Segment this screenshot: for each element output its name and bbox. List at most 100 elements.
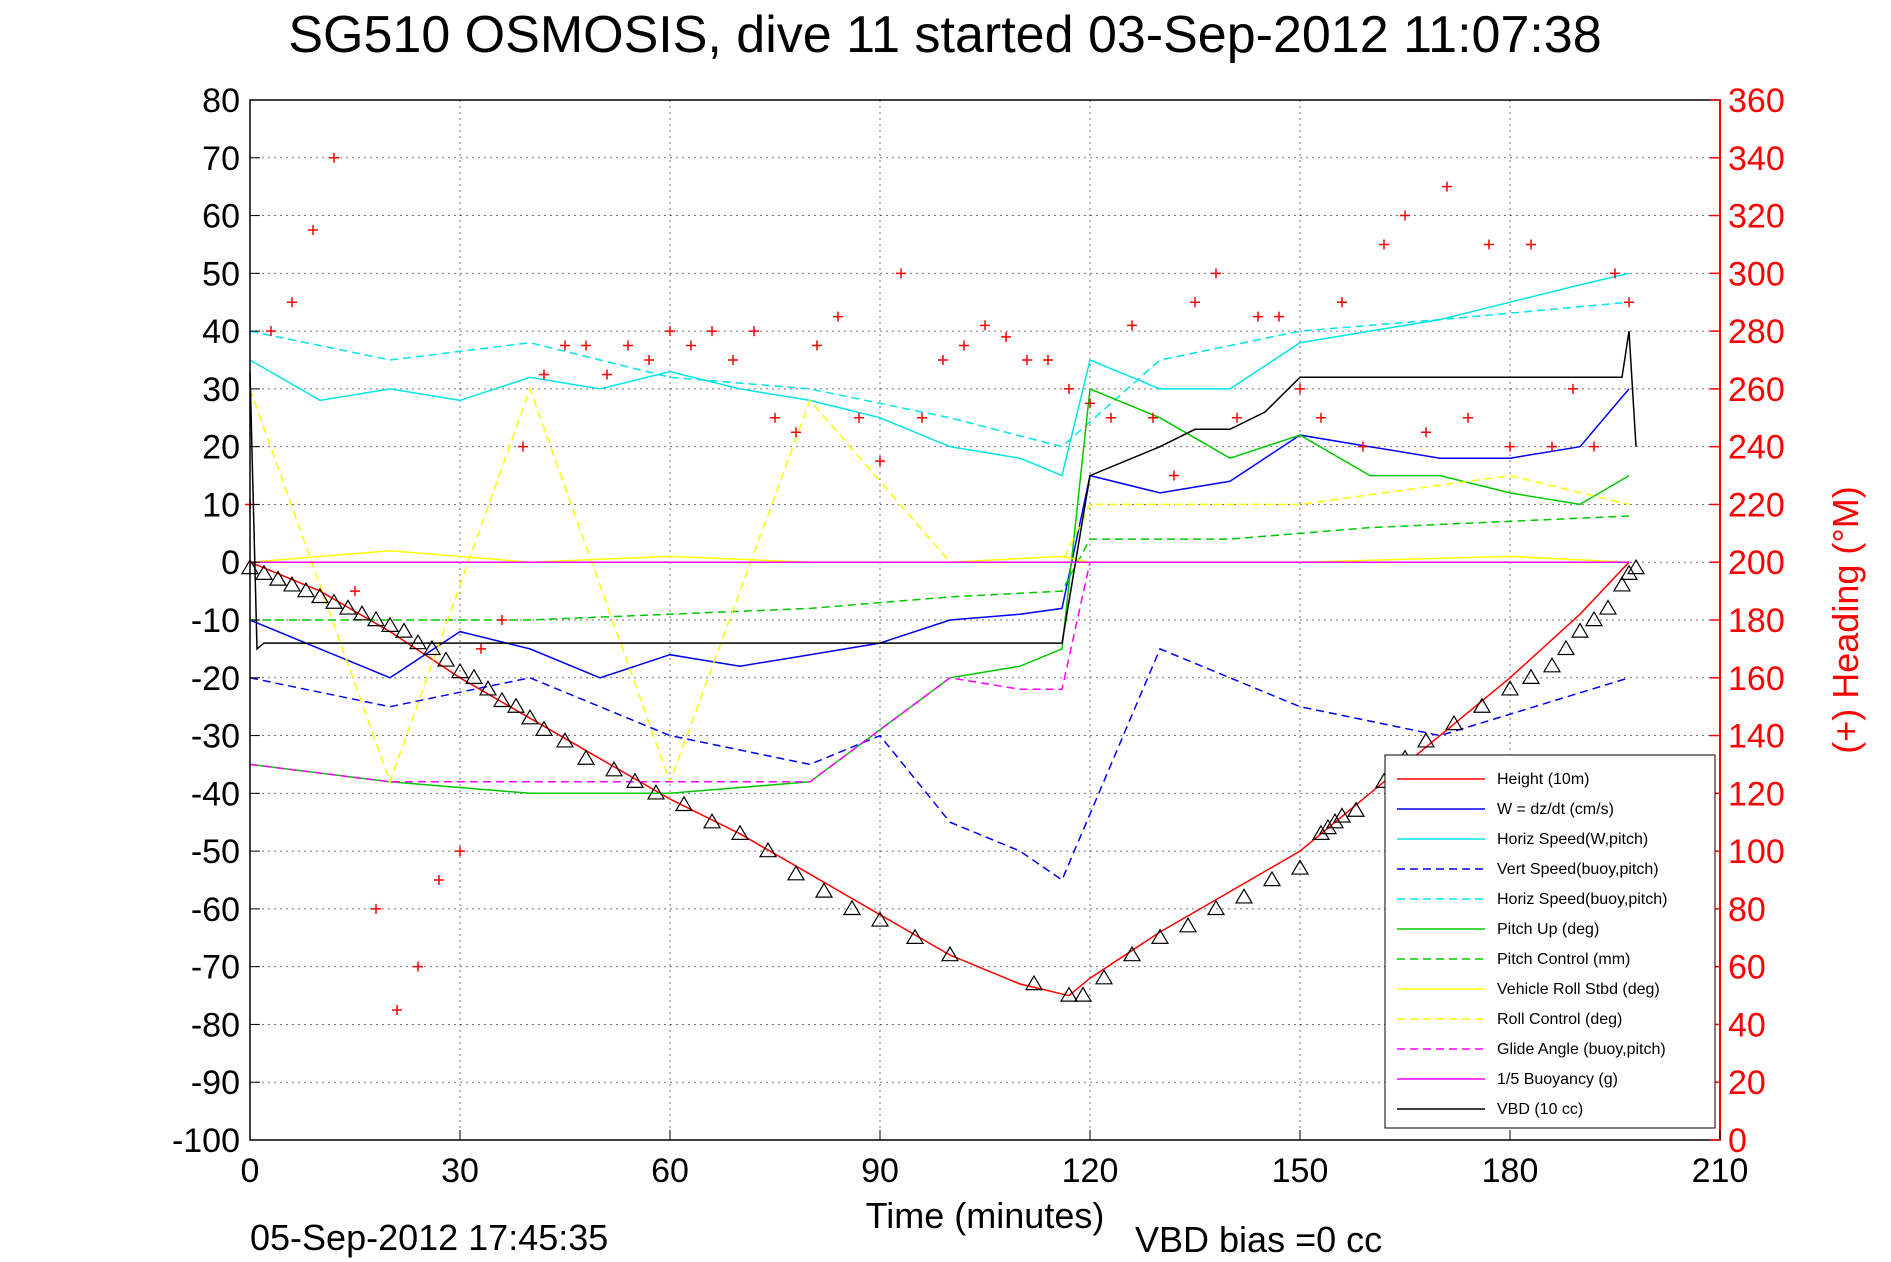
depth-marker xyxy=(1584,610,1604,627)
y-tick-label: -60 xyxy=(191,891,240,929)
heading-marker xyxy=(1337,297,1347,308)
depth-marker xyxy=(1500,680,1520,696)
right-tick-label: 0 xyxy=(1728,1122,1747,1160)
right-tick-label: 140 xyxy=(1728,718,1785,756)
heading-marker xyxy=(1169,470,1179,481)
legend-entry: Pitch Control (mm) xyxy=(1497,951,1630,968)
heading-marker xyxy=(560,340,570,351)
right-tick-label: 180 xyxy=(1728,602,1785,640)
heading-marker xyxy=(875,456,885,467)
y-tick-label: 0 xyxy=(221,544,240,582)
depth-marker xyxy=(1094,969,1114,985)
legend-box xyxy=(1384,754,1716,1129)
x-tick-label: 90 xyxy=(861,1152,899,1190)
depth-marker xyxy=(408,633,428,650)
heading-marker xyxy=(455,846,465,857)
x-tick-label: 150 xyxy=(1272,1152,1329,1190)
heading-marker xyxy=(812,340,822,351)
legend-entry: VBD (10 cc) xyxy=(1497,1101,1583,1118)
depth-marker xyxy=(268,570,288,586)
heading-marker xyxy=(1624,297,1634,308)
heading-marker xyxy=(392,1005,402,1015)
series-layer xyxy=(249,272,1637,997)
right-tick-label: 360 xyxy=(1728,82,1785,120)
series-line xyxy=(249,272,1630,477)
heading-marker xyxy=(1190,297,1200,308)
depth-marker xyxy=(604,761,624,777)
legend-entry: Glide Angle (buoy,pitch) xyxy=(1497,1041,1666,1058)
y-tick-label: -10 xyxy=(191,602,240,640)
depth-marker xyxy=(1444,714,1464,731)
y-tick-label: -90 xyxy=(191,1064,240,1102)
depth-marker xyxy=(520,709,540,725)
series-line xyxy=(249,561,1629,783)
right-tick-label: 240 xyxy=(1728,429,1785,467)
right-tick-label: 200 xyxy=(1728,544,1785,582)
depth-marker xyxy=(1311,824,1331,840)
y-tick-label: -100 xyxy=(172,1122,240,1160)
heading-marker xyxy=(434,875,444,885)
depth-marker xyxy=(464,668,484,684)
heading-marker xyxy=(1379,239,1389,250)
depth-marker xyxy=(296,581,316,598)
depth-marker xyxy=(1234,888,1254,904)
depth-marker xyxy=(338,599,358,615)
depth-marker xyxy=(1598,599,1618,615)
heading-marker xyxy=(749,326,759,337)
legend-entry: Roll Control (deg) xyxy=(1497,1011,1622,1028)
heading-marker xyxy=(413,961,423,972)
x-tick-label: 30 xyxy=(441,1152,479,1190)
right-tick-label: 220 xyxy=(1728,486,1785,524)
depth-marker xyxy=(870,911,890,927)
legend-entry: Vert Speed(buoy,pitch) xyxy=(1497,861,1659,878)
heading-marker xyxy=(770,412,780,423)
y-axis-ticks: 80 70 60 50 40 30 20 10 0 -10 -20 -30 -40 -50 -60 -70 -8… xyxy=(172,82,260,1160)
heading-marker xyxy=(1568,383,1578,394)
right-axis-ticks: 3603403203002802602402202001801601401201… xyxy=(1710,82,1785,1160)
depth-marker xyxy=(492,691,512,708)
depth-marker xyxy=(1556,639,1576,656)
depth-marker xyxy=(352,605,372,621)
heading-marker xyxy=(1463,412,1473,423)
heading-marker xyxy=(518,441,528,452)
series-line xyxy=(249,386,1630,785)
heading-marker xyxy=(1232,412,1242,423)
heading-marker xyxy=(1610,268,1620,279)
depth-marker xyxy=(1416,732,1436,748)
heading-marker xyxy=(1442,181,1452,192)
y-tick-label: -50 xyxy=(191,833,240,871)
heading-marker xyxy=(371,903,381,914)
depth-marker xyxy=(646,784,666,800)
heading-marker xyxy=(1022,355,1032,365)
right-tick-label: 100 xyxy=(1728,833,1785,871)
right-tick-label: 280 xyxy=(1728,313,1785,351)
right-tick-label: 320 xyxy=(1728,198,1785,236)
heading-marker xyxy=(1106,412,1116,423)
heading-marker xyxy=(644,355,654,365)
heading-marker xyxy=(1085,398,1095,409)
depth-marker xyxy=(394,622,414,638)
series-line xyxy=(249,330,1637,651)
right-tick-label: 80 xyxy=(1728,891,1766,929)
heading-marker xyxy=(476,643,486,654)
depth-marker xyxy=(450,662,470,679)
y-tick-label: -70 xyxy=(191,949,240,987)
legend-entry: Pitch Up (deg) xyxy=(1497,921,1599,938)
series-line xyxy=(249,388,1630,679)
x-tick-label: 180 xyxy=(1482,1152,1539,1190)
depth-marker xyxy=(1472,697,1492,713)
heading-marker xyxy=(1295,383,1305,394)
y-tick-label: 20 xyxy=(202,429,240,467)
y-tick-label: 10 xyxy=(202,486,240,524)
right-tick-label: 20 xyxy=(1728,1064,1766,1102)
heading-marker xyxy=(1253,311,1263,322)
heading-marker xyxy=(1064,383,1074,394)
heading-marker xyxy=(350,586,360,597)
vbd-bias-note: VBD bias =0 cc xyxy=(1135,1219,1382,1260)
depth-marker xyxy=(625,772,645,788)
depth-marker xyxy=(1626,558,1646,575)
heading-marker xyxy=(1589,441,1599,452)
heading-marker xyxy=(623,340,633,351)
heading-marker xyxy=(980,320,990,331)
